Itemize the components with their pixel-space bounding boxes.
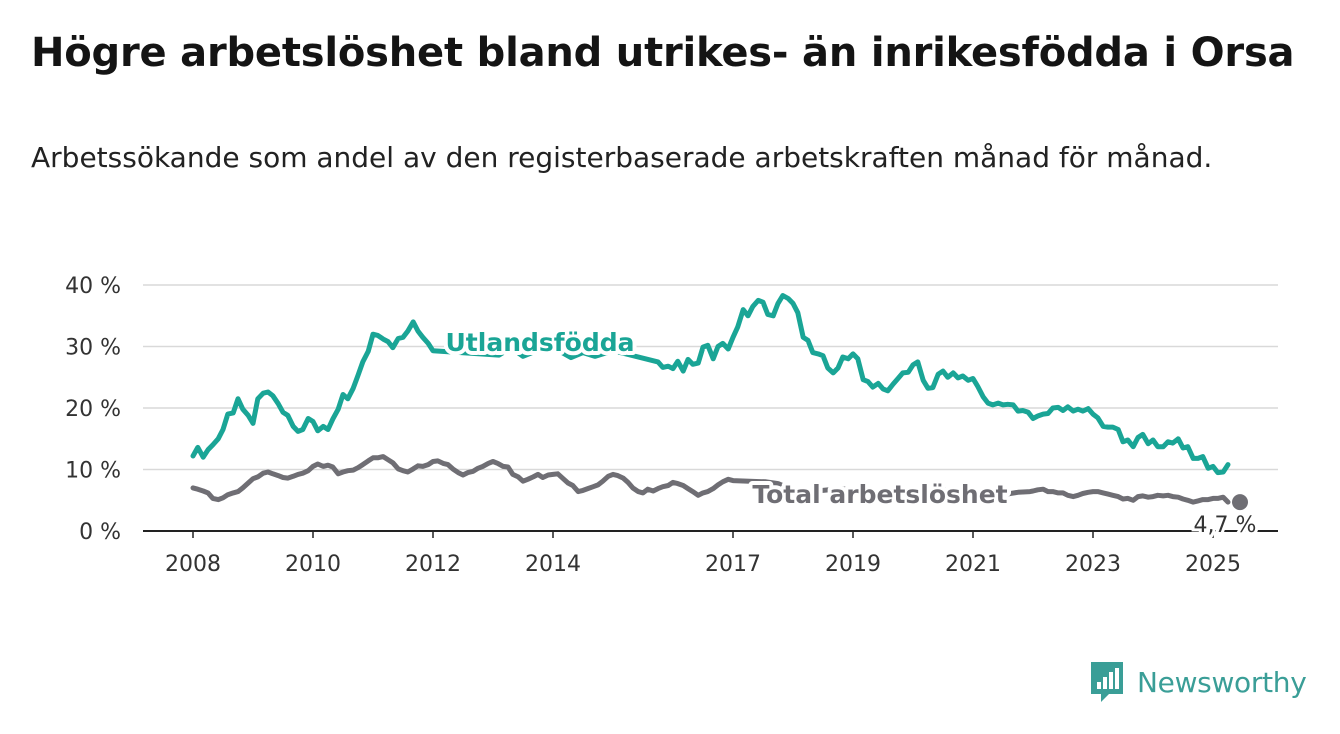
series-line-total [190, 454, 1231, 505]
x-tick-label: 2021 [945, 552, 1001, 577]
chart-title: Högre arbetslöshet bland utrikes- än inr… [31, 30, 1295, 76]
newsworthy-brand: Newsworthy [1089, 660, 1307, 704]
y-tick-label: 10 % [65, 459, 121, 484]
series-label-utlandsfodda: Utlandsfödda [446, 328, 635, 357]
series-label-total: Total arbetslöshet [752, 480, 1007, 509]
bar-chart-logo-icon [1091, 662, 1123, 702]
x-tick-label: 2008 [165, 552, 221, 577]
y-axis: 0 % 10 % 20 % 30 % 40 % [65, 274, 121, 545]
series-labels: Utlandsfödda Total arbetslöshet 4,7 % [442, 324, 1260, 541]
end-value-label: 4,7 % [1194, 513, 1257, 538]
x-tick-label: 2012 [405, 552, 461, 577]
x-tick-label: 2017 [705, 552, 761, 577]
x-tick-label: 2014 [525, 552, 581, 577]
chart-subtitle: Arbetssökande som andel av den registerb… [31, 141, 1213, 174]
x-tick-label: 2023 [1065, 552, 1121, 577]
y-tick-label: 30 % [65, 336, 121, 361]
series-lines [190, 293, 1248, 511]
x-axis: 2008 2010 2012 2014 2017 2019 2021 2023 2025 [165, 531, 1241, 577]
brand-name: Newsworthy [1137, 665, 1307, 699]
y-tick-label: 20 % [65, 397, 121, 422]
x-tick-label: 2010 [285, 552, 341, 577]
y-tick-label: 0 % [79, 520, 121, 545]
x-tick-label: 2019 [825, 552, 881, 577]
x-tick-label: 2025 [1185, 552, 1241, 577]
series-line-utlandsfodda [190, 293, 1231, 476]
series-end-point [1232, 494, 1248, 511]
y-tick-label: 40 % [65, 274, 121, 299]
